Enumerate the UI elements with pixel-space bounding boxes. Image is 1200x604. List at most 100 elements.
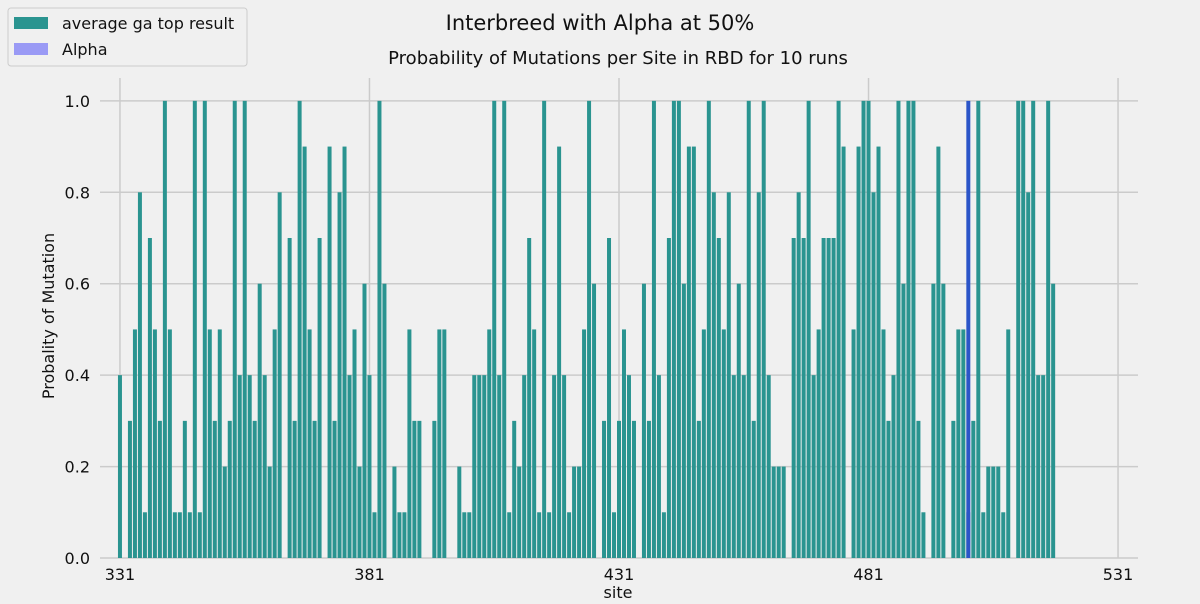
bar-average-site-447 — [696, 420, 701, 558]
y-tick-label: 0.2 — [65, 458, 90, 477]
bar-average-site-503 — [976, 100, 981, 558]
bar-average-site-425 — [587, 100, 592, 558]
y-tick-label: 0.0 — [65, 549, 90, 568]
bar-average-site-516 — [1041, 375, 1046, 558]
legend-swatch-alpha — [14, 43, 48, 55]
bar-average-site-411 — [517, 466, 522, 558]
bar-average-site-451 — [716, 238, 721, 558]
bar-average-site-504 — [981, 512, 986, 558]
chart-suptitle: Interbreed with Alpha at 50% — [446, 11, 755, 35]
bar-average-site-378 — [352, 329, 357, 558]
bar-average-site-360 — [262, 375, 267, 558]
bar-average-site-402 — [472, 375, 477, 558]
bar-average-site-395 — [437, 329, 442, 558]
bar-average-site-382 — [372, 512, 377, 558]
bar-average-site-468 — [801, 238, 806, 558]
bar-average-site-434 — [631, 420, 636, 558]
bar-average-site-389 — [407, 329, 412, 558]
bar-average-site-467 — [796, 192, 801, 559]
bar-average-site-502 — [971, 420, 976, 558]
legend-swatch-average — [14, 17, 48, 29]
y-tick-label: 0.6 — [65, 275, 90, 294]
bar-average-site-483 — [876, 146, 881, 559]
bar-average-site-416 — [542, 100, 547, 558]
bar-average-site-388 — [402, 512, 407, 558]
bar-average-site-454 — [731, 375, 736, 558]
bar-average-site-439 — [656, 375, 661, 558]
bar-average-site-432 — [621, 329, 626, 558]
x-tick-label: 381 — [354, 565, 385, 584]
bar-average-site-484 — [881, 329, 886, 558]
bar-average-site-430 — [612, 512, 617, 558]
bar-average-site-354 — [232, 100, 237, 558]
bar-average-site-369 — [307, 329, 312, 558]
bar-average-site-446 — [691, 146, 696, 559]
bar-average-site-339 — [157, 420, 162, 558]
bar-average-site-405 — [487, 329, 492, 558]
bar-average-site-466 — [791, 238, 796, 558]
bar-average-site-355 — [237, 375, 242, 558]
bar-alpha-site-501 — [966, 100, 971, 558]
bar-average-site-331 — [117, 375, 122, 558]
bar-average-site-486 — [891, 375, 896, 558]
bar-average-site-362 — [272, 329, 277, 558]
bar-average-site-449 — [706, 100, 711, 558]
bar-average-site-460 — [761, 100, 766, 558]
x-tick-label: 531 — [1103, 565, 1134, 584]
bar-average-site-419 — [557, 146, 562, 559]
bar-average-site-381 — [367, 375, 372, 558]
bar-average-site-386 — [392, 466, 397, 558]
bar-average-site-353 — [227, 420, 232, 558]
bar-average-site-401 — [467, 512, 472, 558]
bar-average-site-480 — [861, 100, 866, 558]
bar-average-site-508 — [1001, 512, 1006, 558]
bar-average-site-352 — [222, 466, 227, 558]
bar-average-site-346 — [192, 100, 197, 558]
bar-average-site-373 — [327, 146, 332, 559]
bar-average-site-380 — [362, 283, 367, 558]
bar-average-site-463 — [776, 466, 781, 558]
bar-average-site-357 — [247, 375, 252, 558]
bar-average-site-347 — [197, 512, 202, 558]
legend: average ga top result Alpha — [7, 7, 248, 67]
bar-average-site-341 — [167, 329, 172, 558]
legend-label-alpha: Alpha — [62, 40, 108, 59]
bar-average-site-472 — [821, 238, 826, 558]
bar-average-site-418 — [552, 375, 557, 558]
bar-average-site-479 — [856, 146, 861, 559]
bar-average-site-420 — [562, 375, 567, 558]
bar-average-site-513 — [1026, 192, 1031, 559]
bar-average-site-476 — [841, 146, 846, 559]
bar-average-site-413 — [527, 238, 532, 558]
bar-average-site-438 — [651, 100, 656, 558]
bar-average-site-511 — [1016, 100, 1021, 558]
bar-average-site-495 — [936, 146, 941, 559]
bar-average-site-390 — [412, 420, 417, 558]
bar-average-site-518 — [1051, 283, 1056, 558]
bar-average-site-361 — [267, 466, 272, 558]
bar-average-site-464 — [781, 466, 786, 558]
x-tick-label: 431 — [604, 565, 635, 584]
bar-average-site-481 — [866, 100, 871, 558]
bar-average-site-441 — [666, 238, 671, 558]
bar-average-site-410 — [512, 420, 517, 558]
bar-average-site-489 — [906, 100, 911, 558]
bar-average-site-368 — [302, 146, 307, 559]
bar-average-site-442 — [671, 100, 676, 558]
bar-average-site-344 — [182, 420, 187, 558]
bar-average-site-406 — [492, 100, 497, 558]
bar-average-site-505 — [986, 466, 991, 558]
x-axis-label: site — [604, 583, 633, 600]
bar-average-site-338 — [152, 329, 157, 558]
bar-average-site-343 — [177, 512, 182, 558]
bar-average-site-499 — [956, 329, 961, 558]
bar-average-site-370 — [312, 420, 317, 558]
bar-average-site-506 — [991, 466, 996, 558]
bar-average-site-408 — [502, 100, 507, 558]
bar-average-site-337 — [147, 238, 152, 558]
bar-average-site-396 — [442, 329, 447, 558]
bar-average-site-444 — [681, 283, 686, 558]
bar-average-site-407 — [497, 375, 502, 558]
bar-average-site-371 — [317, 238, 322, 558]
